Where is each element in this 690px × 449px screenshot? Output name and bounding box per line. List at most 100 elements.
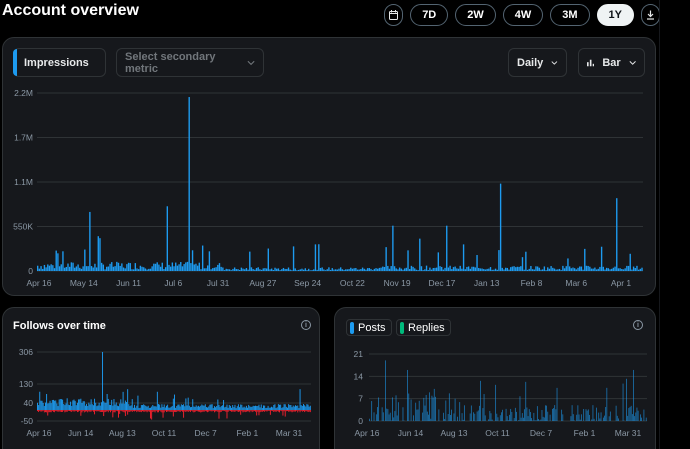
- posts-bar: [541, 410, 543, 421]
- impressions-bar: [636, 265, 638, 271]
- posts-bar: [417, 409, 419, 421]
- unfollows-bar: [176, 410, 178, 412]
- follows-bar: [138, 408, 140, 410]
- follows-bar: [273, 404, 275, 410]
- follows-bar: [209, 404, 211, 410]
- impressions-bar: [479, 268, 482, 271]
- impressions-bar: [361, 267, 364, 271]
- posts-bar: [602, 417, 604, 421]
- range-7d-button[interactable]: 7D: [410, 4, 449, 26]
- impressions-bar: [567, 258, 569, 271]
- impressions-bar: [410, 265, 413, 271]
- metric-color-indicator: [13, 49, 17, 76]
- follows-bar: [195, 405, 197, 410]
- impressions-bar: [265, 268, 268, 271]
- secondary-metric-dropdown[interactable]: Select secondary metric: [116, 48, 264, 77]
- unfollows-bar: [263, 410, 264, 412]
- unfollows-bar: [306, 410, 308, 412]
- impressions-bar: [365, 269, 367, 271]
- download-button[interactable]: [641, 4, 660, 26]
- impressions-bar: [244, 269, 246, 271]
- info-icon[interactable]: i: [633, 320, 643, 330]
- unfollows-bar: [269, 410, 271, 415]
- x-tick-label: Aug 27: [249, 278, 276, 288]
- impressions-bar: [639, 268, 642, 271]
- legend-replies[interactable]: Replies: [396, 319, 451, 336]
- impressions-bar: [164, 267, 167, 271]
- impressions-bar: [548, 268, 551, 271]
- follows-bar: [264, 405, 266, 410]
- unfollows-bar: [158, 410, 159, 413]
- follows-bar: [205, 407, 207, 410]
- unfollows-bar: [287, 410, 288, 411]
- posts-bar: [618, 418, 619, 421]
- range-2w-button[interactable]: 2W: [455, 4, 496, 26]
- follows-bar: [288, 404, 290, 410]
- impressions-bar: [533, 269, 535, 271]
- impressions-bar: [388, 268, 391, 271]
- posts-bar: [369, 418, 370, 421]
- unfollows-bar: [38, 410, 40, 413]
- impressions-bar: [555, 269, 557, 271]
- impressions-bar: [77, 264, 79, 271]
- follows-bar: [263, 405, 264, 410]
- follows-bar: [281, 407, 283, 410]
- unfollows-bar: [130, 410, 132, 412]
- follows-bar: [303, 404, 304, 410]
- info-icon[interactable]: i: [301, 320, 311, 330]
- impressions-bar: [611, 268, 613, 271]
- impressions-bar: [627, 265, 630, 271]
- interval-dropdown[interactable]: Daily: [508, 48, 567, 77]
- follows-bar: [54, 400, 56, 410]
- impressions-bar: [181, 266, 184, 271]
- unfollows-bar: [188, 410, 190, 412]
- chart-type-dropdown[interactable]: Bar: [578, 48, 645, 77]
- range-1y-button[interactable]: 1Y: [596, 4, 634, 26]
- follows-bar: [64, 405, 66, 410]
- unfollows-bar: [192, 410, 194, 412]
- impressions-bar: [621, 268, 623, 271]
- follows-bar: [283, 404, 285, 410]
- impressions-bar: [366, 268, 369, 271]
- impressions-bar: [604, 269, 606, 271]
- posts-bar: [539, 420, 541, 421]
- posts-bar: [509, 414, 510, 421]
- calendar-button[interactable]: [384, 4, 404, 26]
- follows-bar: [291, 407, 293, 410]
- posts-bar: [552, 408, 553, 421]
- follows-bar: [159, 404, 161, 410]
- impressions-bar: [530, 265, 532, 271]
- y-tick-label: 2.2M: [14, 88, 33, 98]
- follows-bar: [211, 404, 213, 410]
- posts-bar: [474, 413, 476, 421]
- impressions-bar: [198, 262, 200, 271]
- unfollows-bar: [175, 410, 177, 413]
- primary-metric-dropdown[interactable]: Impressions: [13, 48, 106, 77]
- impressions-bar: [183, 264, 185, 271]
- range-3m-button[interactable]: 3M: [550, 4, 590, 26]
- legend-posts[interactable]: Posts: [346, 319, 392, 336]
- follows-bar: [203, 405, 205, 410]
- follows-bar: [91, 404, 93, 410]
- impressions-bar: [452, 267, 455, 271]
- impressions-bar: [151, 266, 153, 271]
- right-gutter: [660, 0, 690, 449]
- posts-bar: [608, 416, 610, 421]
- range-4w-button[interactable]: 4W: [502, 4, 544, 26]
- follows-bar: [279, 404, 280, 410]
- impressions-bar: [474, 267, 477, 271]
- impressions-bar: [338, 268, 340, 271]
- posts-bar: [634, 416, 636, 421]
- impressions-bar: [306, 270, 308, 271]
- posts-bar: [592, 405, 594, 421]
- unfollows-bar: [106, 410, 108, 412]
- follows-bar: [78, 399, 80, 410]
- impressions-bar: [494, 268, 497, 271]
- posts-bar: [459, 402, 461, 421]
- follows-bar: [62, 399, 64, 410]
- posts-bar: [396, 415, 398, 421]
- follows-bar: [176, 406, 178, 410]
- posts-bar: [538, 419, 539, 421]
- unfollows-bar: [83, 410, 85, 413]
- impressions-bar: [196, 265, 199, 271]
